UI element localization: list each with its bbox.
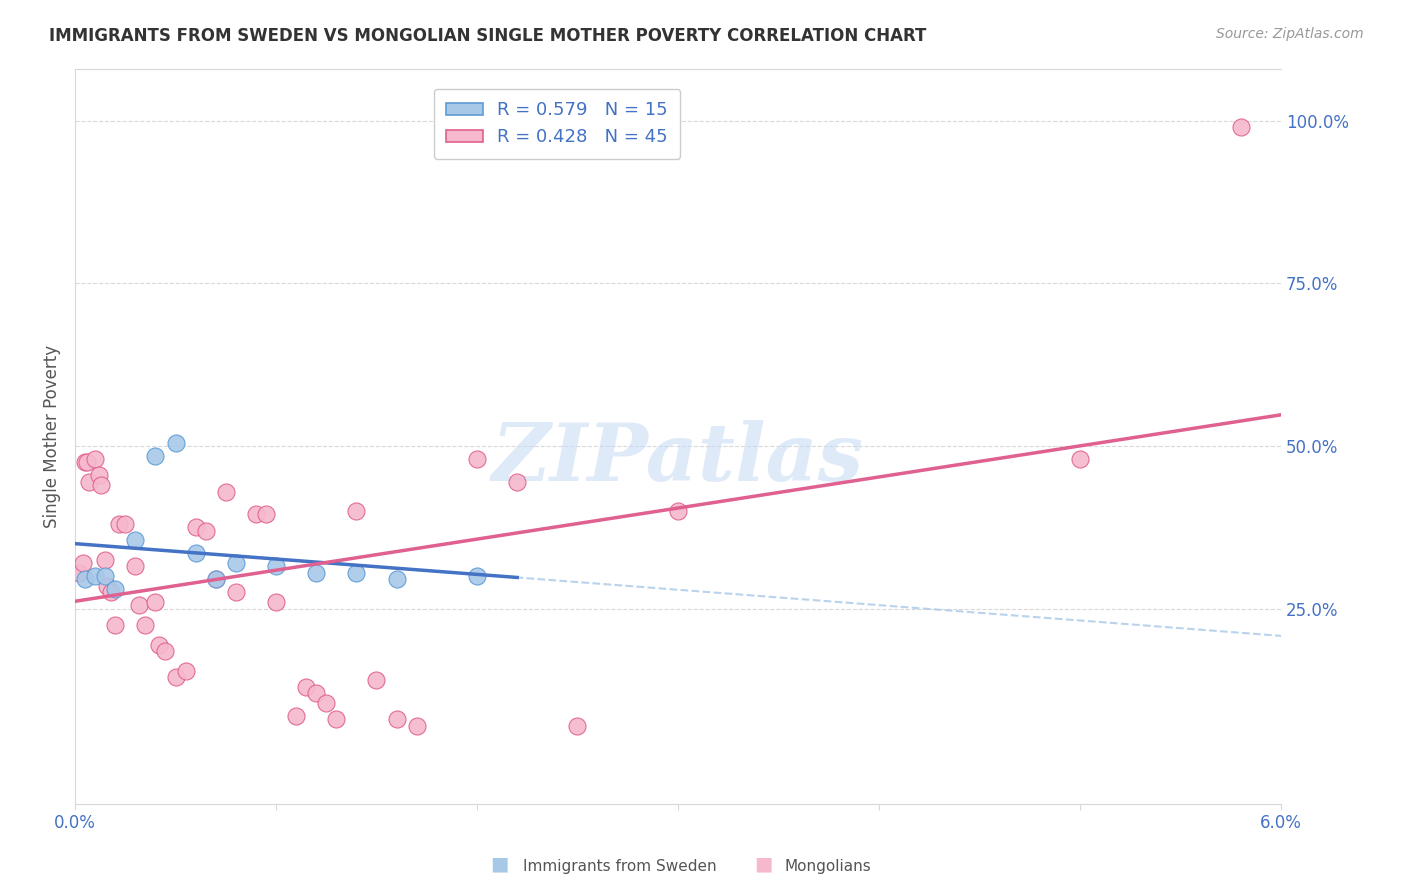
- Point: [315, 696, 337, 710]
- Point: [295, 680, 318, 694]
- Point: [465, 569, 488, 583]
- Point: [325, 712, 347, 726]
- Text: IMMIGRANTS FROM SWEDEN VS MONGOLIAN SINGLE MOTHER POVERTY CORRELATION CHART: IMMIGRANTS FROM SWEDEN VS MONGOLIAN SING…: [49, 27, 927, 45]
- Point: [104, 582, 127, 597]
- Point: [94, 553, 117, 567]
- Point: [174, 664, 197, 678]
- Point: [84, 452, 107, 467]
- Point: [366, 673, 388, 688]
- Point: [666, 504, 689, 518]
- Text: Source: ZipAtlas.com: Source: ZipAtlas.com: [1216, 27, 1364, 41]
- Point: [96, 579, 118, 593]
- Point: [204, 573, 226, 587]
- Point: [165, 670, 187, 684]
- Point: [104, 618, 127, 632]
- Point: [67, 566, 90, 580]
- Point: [108, 517, 131, 532]
- Point: [305, 686, 328, 700]
- Point: [77, 475, 100, 489]
- Point: [344, 504, 367, 518]
- Text: ■: ■: [754, 855, 773, 873]
- Text: Immigrants from Sweden: Immigrants from Sweden: [523, 859, 717, 873]
- Point: [124, 559, 146, 574]
- Point: [73, 455, 96, 469]
- Point: [465, 452, 488, 467]
- Point: [194, 524, 217, 538]
- Point: [76, 455, 98, 469]
- Legend: R = 0.579   N = 15, R = 0.428   N = 45: R = 0.579 N = 15, R = 0.428 N = 45: [434, 88, 681, 159]
- Point: [134, 618, 156, 632]
- Point: [128, 599, 150, 613]
- Point: [184, 520, 207, 534]
- Point: [285, 709, 308, 723]
- Point: [245, 508, 267, 522]
- Point: [114, 517, 136, 532]
- Text: ■: ■: [489, 855, 509, 873]
- Point: [204, 573, 226, 587]
- Point: [215, 484, 238, 499]
- Point: [73, 573, 96, 587]
- Point: [567, 719, 589, 733]
- Point: [225, 556, 247, 570]
- Point: [506, 475, 529, 489]
- Point: [264, 595, 287, 609]
- Text: Mongolians: Mongolians: [785, 859, 872, 873]
- Point: [72, 556, 94, 570]
- Text: ZIPatlas: ZIPatlas: [492, 419, 865, 497]
- Point: [344, 566, 367, 580]
- Point: [90, 478, 112, 492]
- Point: [124, 533, 146, 548]
- Point: [385, 573, 408, 587]
- Point: [184, 546, 207, 560]
- Point: [165, 435, 187, 450]
- Point: [305, 566, 328, 580]
- Point: [264, 559, 287, 574]
- Point: [155, 644, 177, 658]
- Point: [385, 712, 408, 726]
- Point: [148, 638, 170, 652]
- Point: [405, 719, 427, 733]
- Point: [84, 569, 107, 583]
- Y-axis label: Single Mother Poverty: Single Mother Poverty: [44, 344, 60, 528]
- Point: [89, 468, 111, 483]
- Point: [1069, 452, 1091, 467]
- Point: [145, 595, 167, 609]
- Point: [145, 449, 167, 463]
- Point: [100, 585, 122, 599]
- Point: [94, 569, 117, 583]
- Point: [254, 508, 277, 522]
- Point: [1229, 120, 1251, 134]
- Point: [225, 585, 247, 599]
